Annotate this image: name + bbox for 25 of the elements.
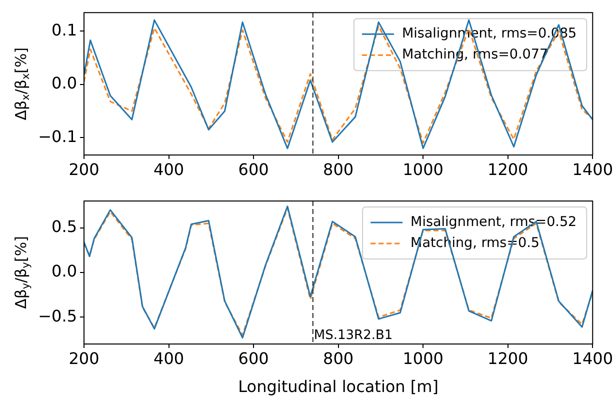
x-tick-label: 1000 [402,160,444,179]
x-tick-label: 400 [154,348,184,368]
y-tick-label: 0.0 [52,74,77,93]
y-tick-label: 0.5 [52,216,77,236]
x-tick-label: 800 [323,160,354,179]
x-tick-label: 600 [238,348,269,368]
x-tick-label: 200 [68,160,100,179]
x-tick-label: 200 [68,348,100,368]
x-tick-label: 1200 [488,160,528,179]
x-tick-label: 400 [154,160,184,179]
y-tick-label: −0.5 [38,306,77,326]
y-tick-label: 0.0 [52,262,77,281]
x-tick-label: 1400 [572,160,613,179]
y-tick-label: 0.1 [52,20,77,40]
legend-label: Misalignment, rms=0.52 [410,214,577,230]
x-tick-label: 1000 [402,348,444,368]
x-tick-label: 1400 [572,348,613,368]
y-axis-title: Δβx/βx[%] [12,47,32,120]
ref-line-label: MS.13R2.B1 [314,328,393,343]
x-tick-label: 600 [238,160,269,179]
y-tick-label: −0.1 [38,126,77,146]
x-tick-label: 1200 [488,348,528,368]
x-tick-label: 800 [323,348,354,368]
y-axis-title: Δβy/βy[%] [12,236,32,309]
x-axis-title: Longitudinal location [m] [238,377,438,396]
